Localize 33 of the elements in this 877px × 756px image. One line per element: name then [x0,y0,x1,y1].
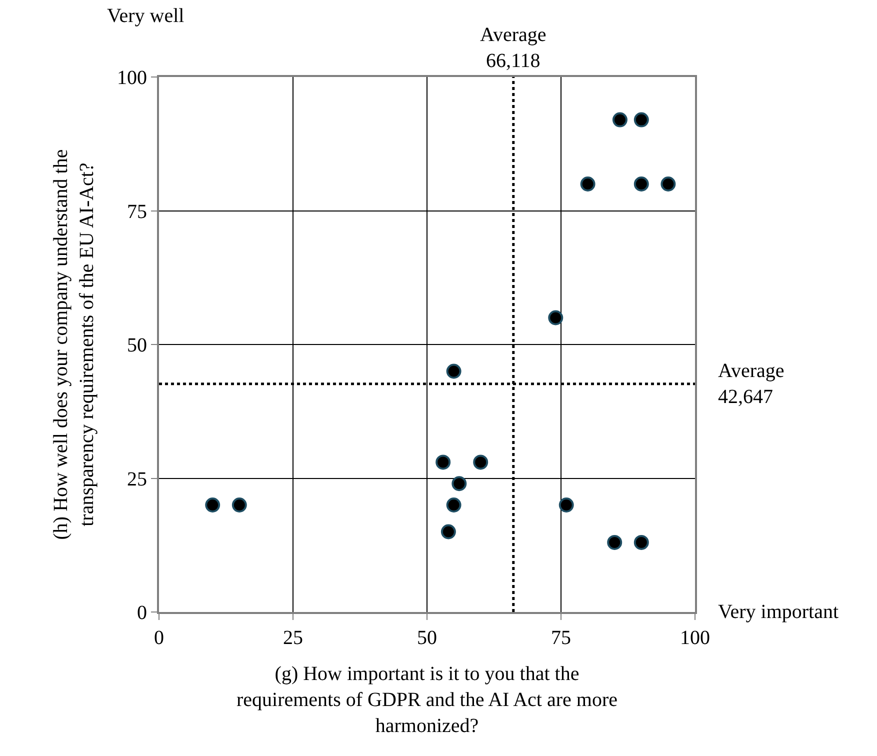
point [634,176,649,192]
point [473,454,488,470]
point [660,176,676,192]
point [548,310,564,326]
point [607,534,622,550]
y-tick-label: 50 [127,334,147,356]
ref-line-label: Average 42,647 [718,360,784,408]
text: Very well [107,5,185,27]
point [446,364,462,379]
point [232,498,247,512]
y-tick-label: 100 [117,67,147,89]
x-tick-label: 50 [417,627,437,649]
point [634,534,649,550]
x-tick-label: 100 [680,627,710,649]
point [452,476,467,492]
point [612,112,628,128]
y-axis-title: (h) How well does your company understand the transparency requirements of the EU AI-Act? [50,149,98,540]
point [440,524,456,540]
x-tick-label: 25 [283,627,303,649]
y-tick-label: 25 [127,468,147,490]
y-tick-label: 75 [127,200,147,223]
x-tick-label: 0 [154,627,164,649]
y-tick-label: 0 [137,602,147,624]
point [446,498,462,512]
x-tick-label: 75 [551,627,571,649]
point [580,176,596,192]
point [205,498,220,512]
point [558,498,574,512]
text: Very important [718,601,839,623]
point [634,112,649,128]
point [436,454,451,470]
x-axis-title: (g) How important is it to you that the requirements of GDPR and the AI Act are more harmonized? [236,663,618,737]
ref-line-label: Average 66,118 [480,24,546,72]
